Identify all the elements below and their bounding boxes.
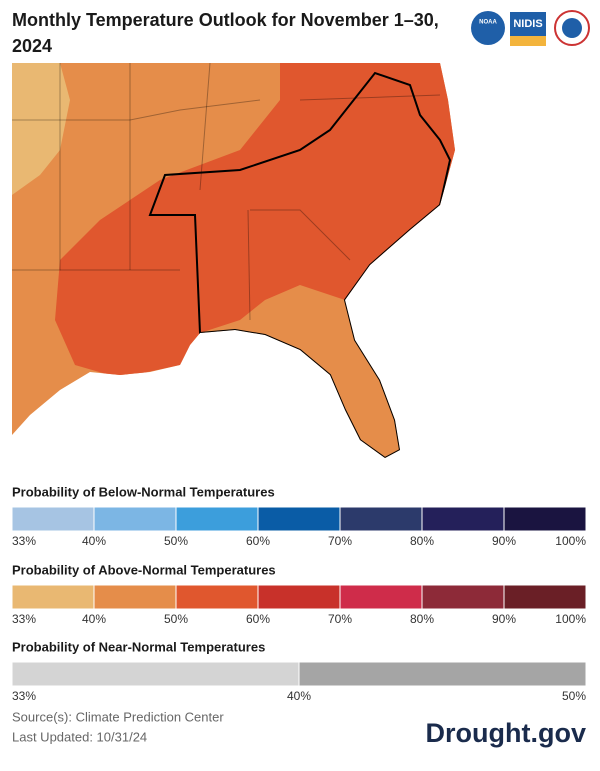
source: Source(s): Climate Prediction Center [12,709,224,724]
legend-tick-label: 80% [410,612,434,626]
legend-swatch [93,584,177,610]
legend-tick-label: 70% [328,612,352,626]
legend-tick-label: 80% [410,534,434,548]
legend-tick-label: 100% [555,534,586,548]
legend-swatch [93,506,177,532]
map [12,63,455,458]
legend-title: Probability of Above-Normal Temperatures [12,562,276,577]
legend-tick-label: 100% [555,612,586,626]
legend-tick-label: 40% [82,612,106,626]
legend-tick-label: 50% [562,689,586,703]
legend-tick-label: 90% [492,534,516,548]
updated: Last Updated: 10/31/24 [12,729,147,744]
legend-tick-label: 40% [82,534,106,548]
legend-swatch [11,661,300,687]
legend-tick-label: 70% [328,534,352,548]
legend-title: Probability of Near-Normal Temperatures [12,639,265,654]
legend-swatch [175,506,259,532]
nws-logo-inner [562,18,582,38]
legend-tick-label: 33% [12,534,36,548]
legend-tick-label: 60% [246,534,270,548]
title-line: 2024 [12,36,52,56]
title-line: Monthly Temperature Outlook for November… [12,10,439,30]
legend-swatch [339,584,423,610]
legend-tick-label: 33% [12,612,36,626]
legend-swatch [503,584,587,610]
legend-tick-label: 33% [12,689,36,703]
legend-tick-label: 50% [164,612,188,626]
nidis-logo-band [510,36,546,46]
nidis-text: NIDIS [513,18,542,30]
legend-swatch [257,584,341,610]
legend-swatch [257,506,341,532]
legend-title: Probability of Below-Normal Temperatures [12,484,275,499]
logos: NOAA NIDIS [471,10,590,46]
legend-tick-label: 90% [492,612,516,626]
noaa-text: NOAA [479,20,497,26]
region-above-50 [55,63,455,378]
legend-swatch [298,661,587,687]
region-outline [148,71,452,458]
legend-swatch [339,506,423,532]
noaa-logo [471,11,505,45]
brand: Drought.gov [426,718,586,748]
legend-swatch [11,584,95,610]
legend-swatch [421,584,505,610]
region-above-33 [12,63,70,195]
legend-tick-label: 50% [164,534,188,548]
legends: Probability of Below-Normal Temperatures… [11,484,587,703]
legend-tick-label: 60% [246,612,270,626]
state-lines [12,63,441,321]
legend-swatch [175,584,259,610]
legend-swatch [503,506,587,532]
legend-tick-label: 40% [287,689,311,703]
legend-swatch [421,506,505,532]
legend-swatch [11,506,95,532]
